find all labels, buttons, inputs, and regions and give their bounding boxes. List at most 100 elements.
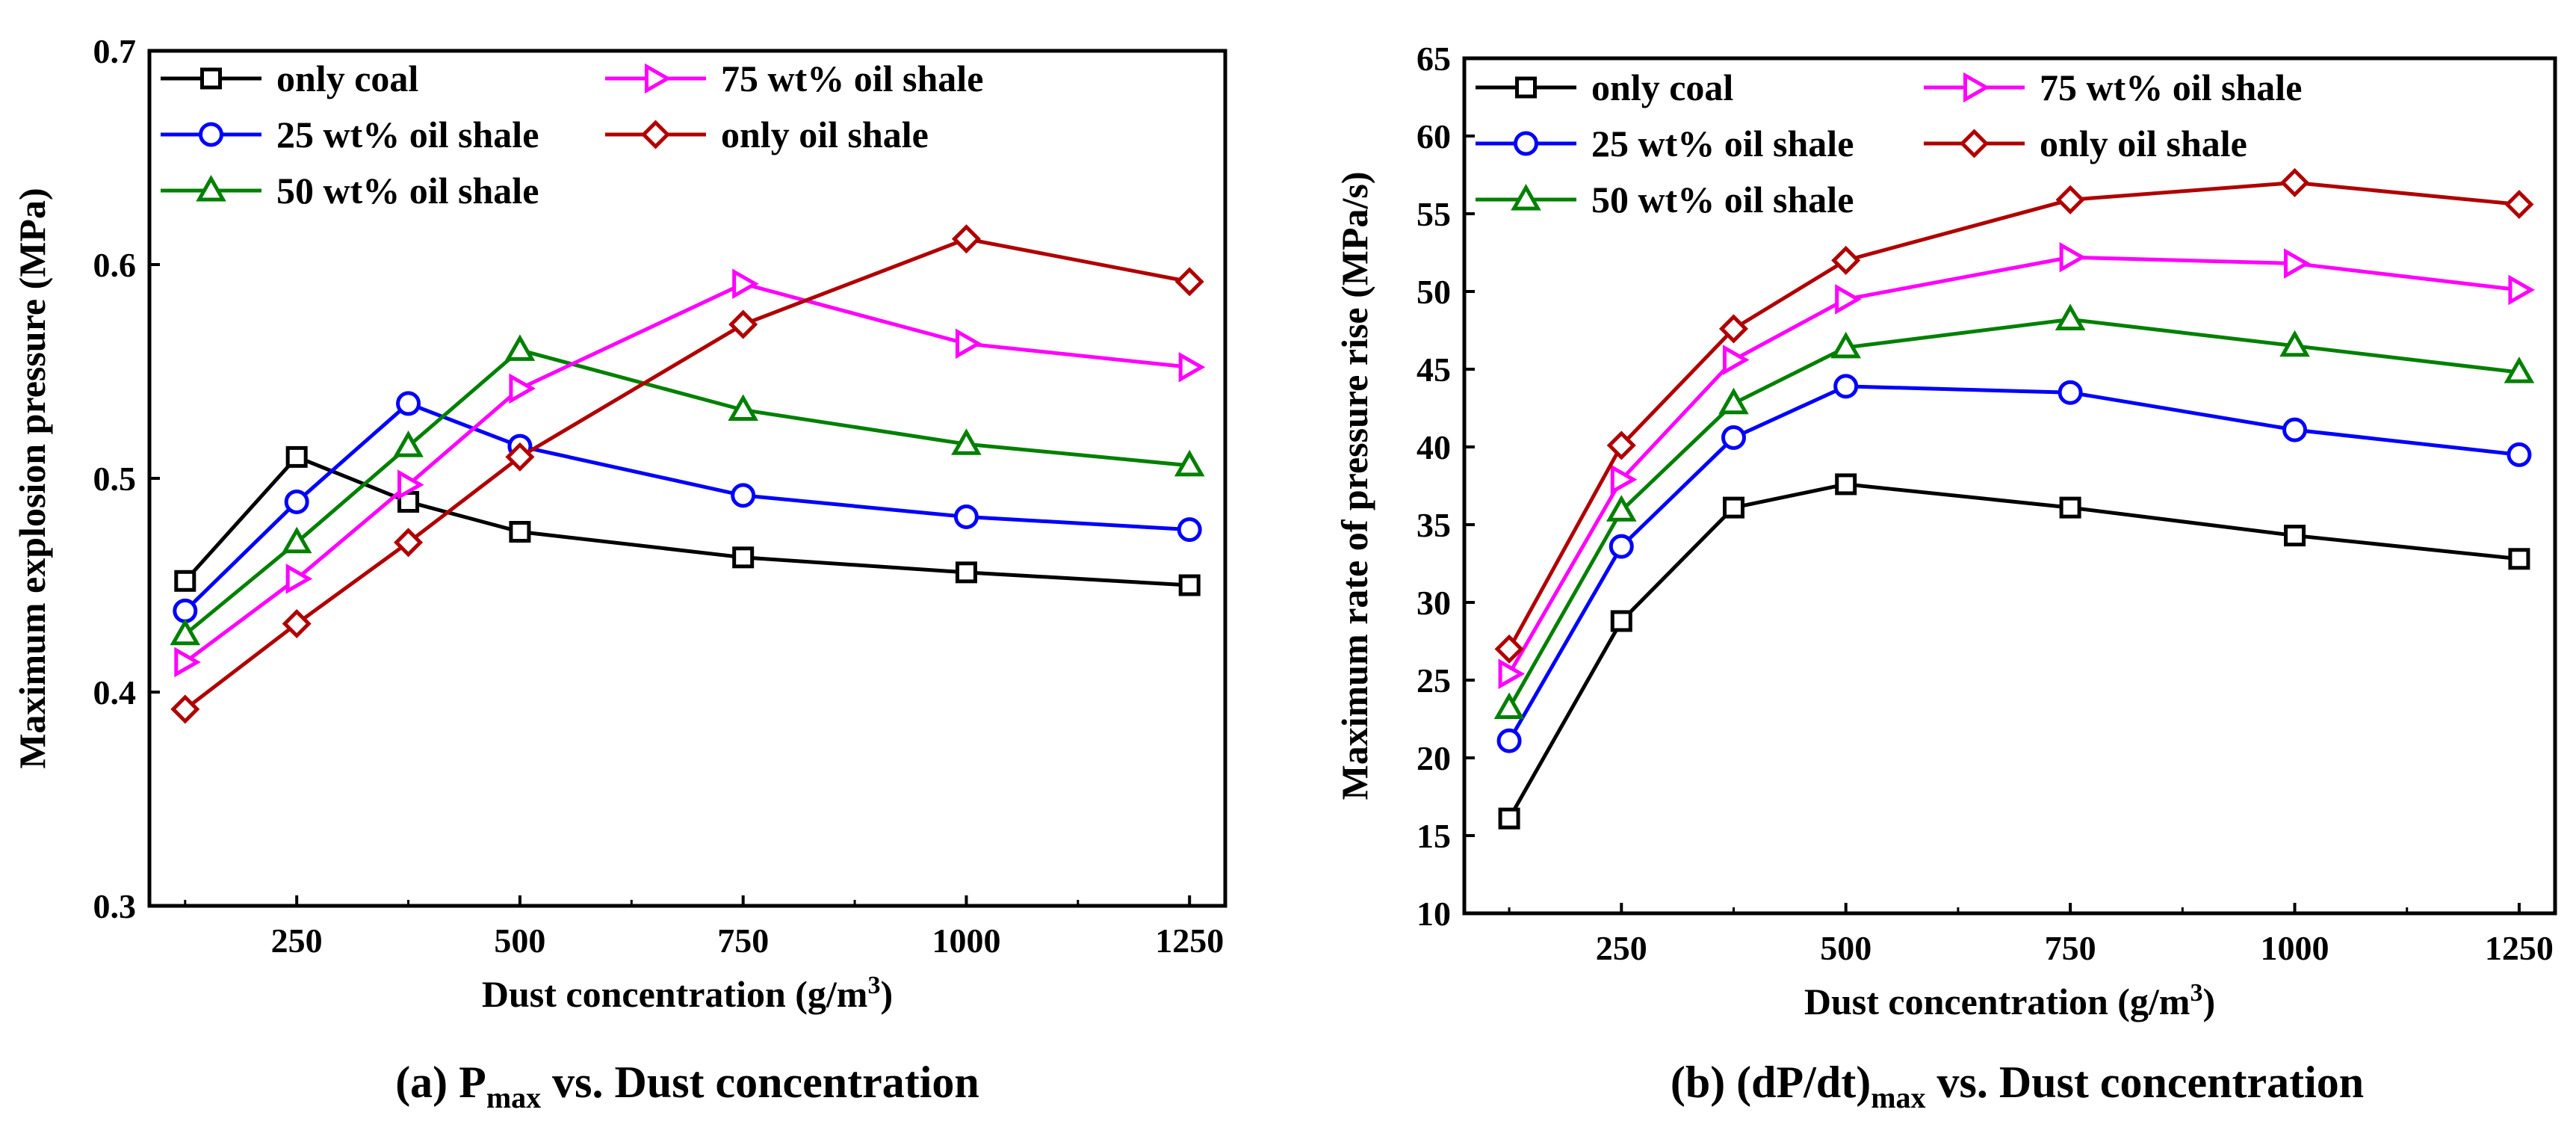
series-line [1507,482,2520,820]
data-point [728,394,758,421]
legend-label: 50 wt% oil shale [1591,179,1854,220]
data-point [509,373,536,404]
panel-caption: (a) Pmax vs. Dust concentration [395,1058,979,1114]
series-only-oil-shale [1494,167,2534,664]
data-point [2055,303,2086,330]
data-point [509,521,531,543]
data-point [2508,274,2535,306]
data-point [173,598,198,623]
panel-caption: (b) (dP/dt)max vs. Dust concentration [1671,1058,2364,1114]
data-point [2507,442,2532,467]
data-point [1609,534,1634,559]
x-axis-title: Dust concentration (g/m3) [482,972,893,1015]
y-tick-label: 40 [1417,428,1451,466]
legend: only coal 25 wt% oil shale 50 wt% oil shal… [1476,67,2302,220]
data-point [1606,430,1636,460]
legend-item: only oil shale [605,114,929,155]
x-axis-title: Dust concentration (g/m3) [1804,979,2215,1022]
y-axis-title: Maximum rate of pressure rise (MPa/s) [1334,172,1375,800]
y-tick-label: 10 [1417,895,1451,933]
series-line [1507,255,2520,675]
x-tick-label: 1250 [2485,929,2554,967]
data-point [170,618,201,646]
data-point [2059,241,2087,273]
legend-item: only coal [161,58,418,99]
series-75-wt-oil-shale [1498,241,2535,689]
data-point [1178,351,1206,383]
legend-label: 25 wt% oil shale [276,114,539,155]
series-only-coal [1498,473,2530,830]
data-point [397,469,424,500]
y-tick-label: 0.7 [93,32,137,70]
y-tick-label: 0.3 [93,887,137,925]
legend-item: 25 wt% oil shale [1476,123,1854,164]
legend-marker [200,67,222,90]
legend-item: 50 wt% oil shale [161,170,539,212]
series-50-wt-oil-shale [1493,303,2535,719]
data-point [504,334,536,361]
legend-label: 75 wt% oil shale [2040,67,2302,108]
y-tick-label: 25 [1417,661,1451,700]
data-point [1606,495,1637,522]
legend-item: only coal [1476,67,1733,108]
data-point [1830,331,1862,359]
legend-item: only oil shale [1924,123,2247,164]
series-only-coal [174,445,1201,596]
series-25-wt-oil-shale [173,391,1202,623]
data-point [2508,548,2530,570]
data-point [1178,574,1201,596]
data-point [1610,610,1632,632]
data-point [282,608,312,639]
data-point [1722,496,1744,519]
data-point [955,328,982,359]
legend-marker [199,122,223,147]
data-point [1498,807,1520,830]
chart-panel-a: 250 500 750 1000 1250 0.3 0.4 0.5 0.6 0.7 Dust con… [11,32,1227,1114]
legend-label: only oil shale [2040,123,2247,164]
plot-frame [1462,56,2557,916]
data-point [2055,185,2085,215]
legend-item: 25 wt% oil shale [161,114,539,155]
legend-marker [645,63,672,94]
data-point [1718,314,1749,344]
x-tick-label: 1000 [2261,929,2329,967]
y-tick-label: 45 [1417,351,1451,389]
legend-marker [1514,131,1538,156]
data-point [281,526,312,554]
legend-item: 75 wt% oil shale [1924,67,2302,108]
data-point [1498,658,1526,689]
data-point [1722,345,1750,375]
x-tick-label: 1000 [932,922,1000,960]
data-point [2504,357,2535,383]
data-point [1718,387,1749,415]
series-25-wt-oil-shale [1496,374,2532,753]
data-point [284,489,309,514]
data-point [505,442,535,472]
y-axis-title: Maximum explosion pressure (MPa) [11,188,53,768]
y-tick-label: 0.6 [93,246,137,284]
legend-marker [1515,76,1537,99]
data-point [732,546,755,569]
data-point [1493,692,1525,719]
legend-label: only oil shale [721,114,929,155]
legend-label: only coal [276,58,418,99]
data-point [1496,728,1522,753]
y-tick-label: 55 [1417,195,1451,233]
data-point [2279,167,2310,197]
data-point [2284,248,2311,279]
data-point [953,504,979,529]
y-tick-label: 0.4 [93,673,137,712]
x-tick-label: 750 [2045,929,2096,967]
data-point [951,428,982,455]
legend: only coal 25 wt% oil shale 50 wt% oil shal… [161,58,983,212]
data-point [174,570,196,592]
data-point [728,309,758,339]
data-point [1833,374,1859,399]
y-tick-label: 65 [1417,40,1451,78]
x-tick-label: 250 [1596,929,1647,967]
x-tick-label: 250 [271,922,323,960]
data-point [955,561,977,584]
legend-item: 50 wt% oil shale [1476,179,1854,220]
legend-label: only coal [1591,67,1733,108]
